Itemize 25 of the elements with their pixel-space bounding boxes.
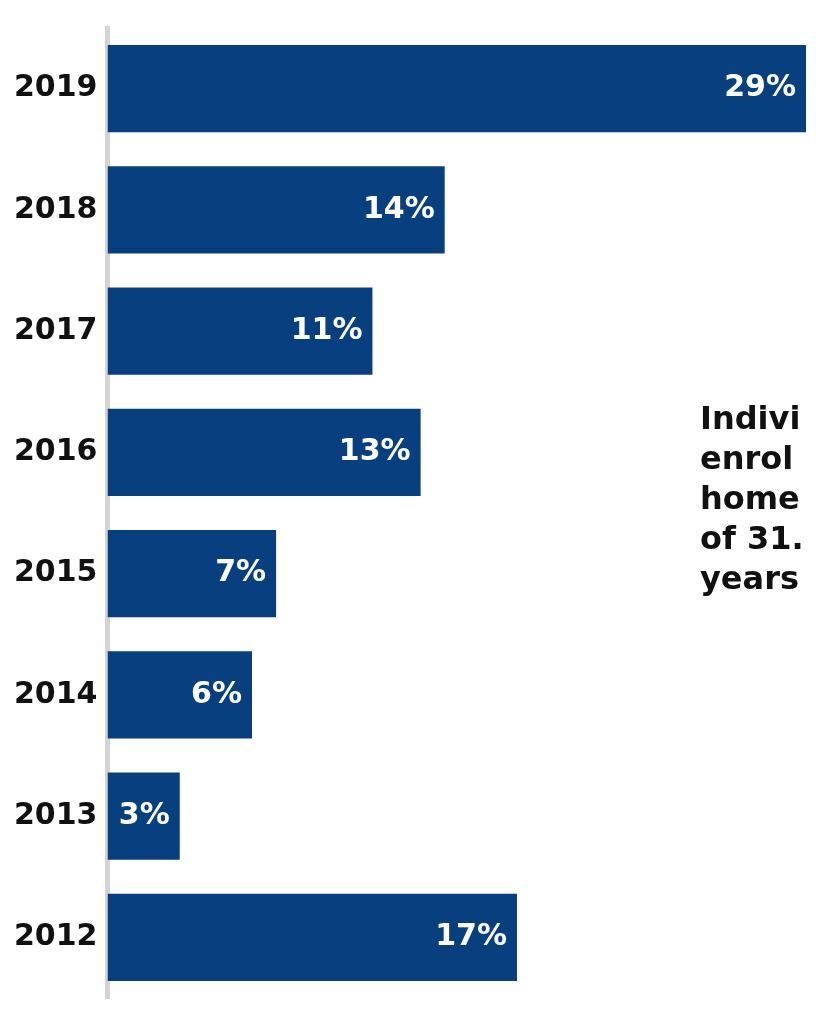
- y-tick-label: 2017: [14, 310, 98, 346]
- bar: [107, 166, 445, 254]
- bar: [107, 529, 277, 618]
- data-label: 17%: [435, 917, 507, 953]
- bar: [107, 44, 806, 133]
- y-tick-label: 2015: [14, 553, 98, 589]
- bar: [107, 651, 253, 739]
- y-tick-label: 2012: [14, 917, 98, 953]
- data-label: 3%: [118, 795, 170, 831]
- y-tick-label: 2014: [14, 674, 98, 710]
- data-label: 29%: [724, 68, 796, 104]
- data-label: 11%: [290, 310, 363, 346]
- bar: [107, 408, 421, 497]
- data-label: 13%: [338, 432, 411, 468]
- y-tick-label: 2016: [14, 432, 98, 468]
- data-label: 7%: [215, 553, 267, 589]
- bar: [107, 893, 517, 982]
- annotation: Indivi enrol home of 31. years: [700, 399, 804, 598]
- bar: [107, 287, 373, 375]
- y-tick-label: 2013: [14, 795, 98, 831]
- bar: [107, 772, 180, 860]
- y-tick-label: 2019: [14, 68, 98, 104]
- data-label: 6%: [191, 674, 243, 710]
- y-tick-label: 2018: [14, 189, 98, 225]
- data-label: 14%: [362, 189, 435, 225]
